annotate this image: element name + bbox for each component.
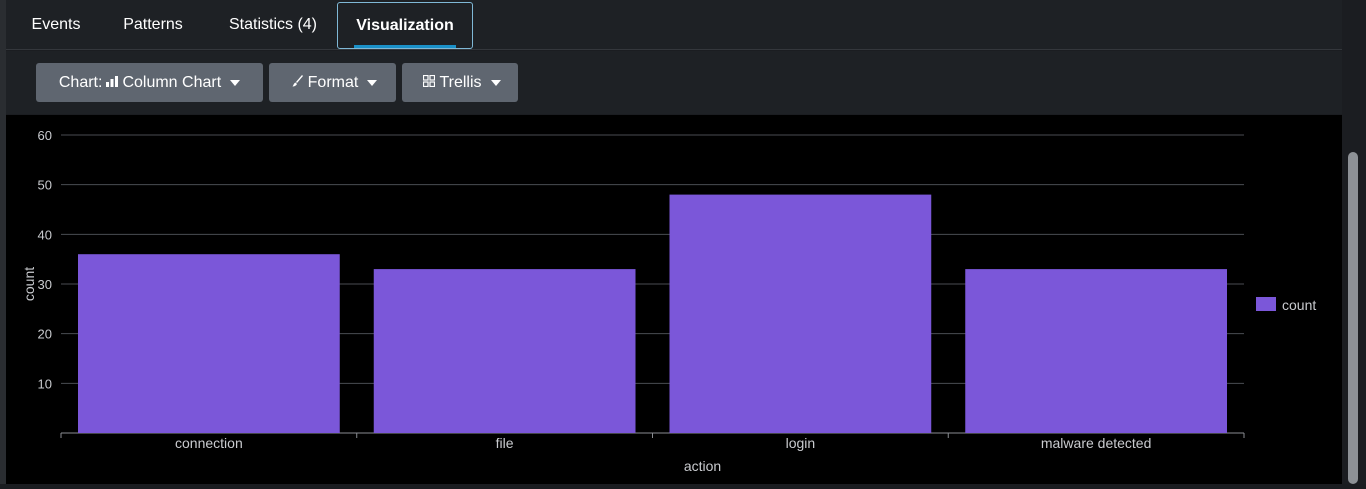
tab-visualization[interactable]: Visualization — [337, 2, 473, 49]
x-tick-label: login — [786, 435, 816, 451]
chart-type-button[interactable]: Chart: Column Chart — [36, 63, 263, 102]
x-tick-label: file — [496, 435, 514, 451]
chart-panel: 10 20 30 40 50 60 connection file login malware d… — [6, 115, 1342, 484]
bar-login — [669, 194, 932, 433]
bar-connection — [78, 254, 340, 433]
y-tick-label: 50 — [38, 178, 52, 193]
format-label: Format — [307, 74, 359, 91]
trellis-label: Trellis — [439, 74, 482, 91]
legend-label: count — [1282, 297, 1316, 313]
y-tick-label: 30 — [38, 277, 52, 292]
format-button[interactable]: Format — [269, 63, 396, 102]
legend-swatch — [1256, 297, 1276, 311]
y-tick-label: 60 — [38, 128, 52, 143]
y-axis-title: count — [21, 267, 37, 301]
x-tick-label: malware detected — [1041, 435, 1152, 451]
x-axis-title: action — [684, 458, 721, 474]
tab-visualization-label: Visualization — [356, 17, 454, 34]
grid-icon — [423, 63, 436, 102]
left-edge — [0, 0, 6, 484]
chart-type-prefix: Chart: — [58, 74, 103, 91]
chevron-down-icon — [230, 79, 241, 86]
tab-statistics[interactable]: Statistics (4) — [228, 16, 317, 33]
bar-malware-detected — [965, 269, 1227, 433]
tab-patterns[interactable]: Patterns — [123, 16, 183, 33]
tab-bar: Events Patterns Statistics (4) Visualiza… — [6, 0, 1342, 50]
trellis-button[interactable]: Trellis — [402, 63, 518, 102]
active-tab-underline — [354, 45, 456, 48]
y-tick-label: 20 — [38, 327, 52, 342]
tab-events[interactable]: Events — [31, 16, 81, 33]
brush-icon — [292, 63, 304, 102]
scrollbar-thumb[interactable] — [1348, 152, 1358, 484]
viz-toolbar: Chart: Column Chart Format — [6, 51, 1342, 114]
column-chart: 10 20 30 40 50 60 connection file login malware d… — [21, 128, 1316, 474]
column-chart-icon — [106, 63, 119, 102]
chevron-down-icon — [490, 79, 501, 86]
bar-file — [373, 269, 636, 433]
chart-type-value: Column Chart — [122, 74, 222, 91]
chevron-down-icon — [367, 79, 378, 86]
x-tick-label: connection — [175, 435, 243, 451]
y-tick-label: 10 — [38, 376, 52, 391]
y-tick-label: 40 — [38, 227, 52, 242]
